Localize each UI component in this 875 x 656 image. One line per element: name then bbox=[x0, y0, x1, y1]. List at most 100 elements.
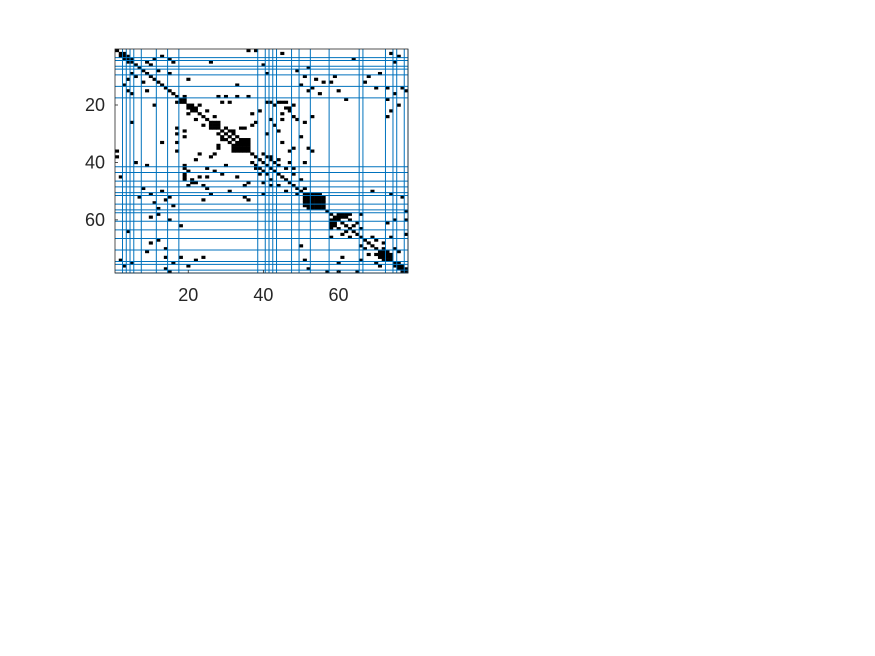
matrix-cell bbox=[235, 144, 239, 147]
y-tick-label: 60 bbox=[85, 210, 105, 230]
matrix-cell bbox=[231, 147, 235, 150]
matrix-cell bbox=[220, 135, 224, 138]
matrix-cell bbox=[250, 112, 254, 115]
matrix-cell bbox=[378, 256, 382, 259]
matrix-cell bbox=[292, 104, 296, 107]
matrix-cell bbox=[134, 161, 138, 164]
matrix-cell bbox=[186, 106, 190, 109]
matrix-cell bbox=[201, 124, 205, 127]
matrix-cell bbox=[318, 198, 322, 201]
y-tick-label: 40 bbox=[85, 152, 105, 172]
x-tick-label: 60 bbox=[328, 285, 348, 305]
matrix-cell bbox=[209, 127, 213, 130]
matrix-cell bbox=[277, 129, 281, 132]
matrix-cell bbox=[115, 155, 119, 158]
matrix-cell bbox=[385, 256, 389, 259]
matrix-cell bbox=[352, 224, 356, 227]
matrix-cell bbox=[171, 92, 175, 95]
matrix-cell bbox=[194, 106, 198, 109]
matrix-cell bbox=[216, 127, 220, 130]
matrix-cell bbox=[284, 101, 288, 104]
matrix-cell bbox=[231, 132, 235, 135]
matrix-cell bbox=[179, 224, 183, 227]
matrix-cell bbox=[299, 135, 303, 138]
matrix-cell bbox=[246, 138, 250, 141]
matrix-cell bbox=[280, 52, 284, 55]
matrix-cell bbox=[250, 124, 254, 127]
matrix-cell bbox=[231, 138, 235, 141]
matrix-cell bbox=[201, 198, 205, 201]
matrix-cell bbox=[280, 112, 284, 115]
matrix-cell bbox=[303, 198, 307, 201]
matrix-cell bbox=[385, 115, 389, 118]
matrix-cell bbox=[183, 101, 187, 104]
matrix-cell bbox=[213, 124, 217, 127]
matrix-cell bbox=[220, 101, 224, 104]
matrix-cell bbox=[228, 141, 232, 144]
matrix-cell bbox=[194, 158, 198, 161]
matrix-cell bbox=[329, 224, 333, 227]
matrix-cell bbox=[168, 89, 172, 92]
matrix-cell bbox=[198, 152, 202, 155]
matrix-cell bbox=[149, 241, 153, 244]
matrix-cell bbox=[333, 216, 337, 219]
matrix-cell bbox=[314, 198, 318, 201]
matrix-cell bbox=[235, 150, 239, 153]
matrix-cell bbox=[209, 121, 213, 124]
matrix-cell bbox=[213, 121, 217, 124]
matrix-cell bbox=[385, 253, 389, 256]
matrix-cell bbox=[246, 141, 250, 144]
matrix-cell bbox=[239, 138, 243, 141]
matrix-cell bbox=[156, 81, 160, 84]
matrix-cell bbox=[231, 150, 235, 153]
matrix-cell bbox=[318, 92, 322, 95]
matrix-cell bbox=[224, 132, 228, 135]
matrix-cell bbox=[310, 115, 314, 118]
matrix-cell bbox=[186, 112, 190, 115]
matrix-cell bbox=[235, 147, 239, 150]
matrix-cell bbox=[239, 147, 243, 150]
matrix-cell bbox=[246, 150, 250, 153]
matrix-cell bbox=[201, 115, 205, 118]
matrix-cell bbox=[231, 129, 235, 132]
matrix-cell bbox=[209, 155, 213, 158]
matrix-cell bbox=[246, 147, 250, 150]
matrix-cell bbox=[186, 78, 190, 81]
matrix-cell bbox=[190, 106, 194, 109]
matrix-cell bbox=[216, 121, 220, 124]
plot-area: 20 40 60 204060 bbox=[85, 49, 408, 305]
matrix-cell bbox=[322, 81, 326, 84]
matrix-cell bbox=[246, 198, 250, 201]
matrix-cell bbox=[243, 144, 247, 147]
matrix-cell bbox=[213, 152, 217, 155]
matrix-cell bbox=[280, 101, 284, 104]
matrix-cell bbox=[213, 127, 217, 130]
matrix-cell bbox=[333, 224, 337, 227]
matrix-cell bbox=[277, 101, 281, 104]
matrix-cell bbox=[337, 89, 341, 92]
matrix-cell bbox=[329, 81, 333, 84]
matrix-cell bbox=[220, 129, 224, 132]
matrix-cell bbox=[183, 129, 187, 132]
matrix-cell bbox=[344, 216, 348, 219]
matrix-cell bbox=[397, 104, 401, 107]
matrix-cell bbox=[243, 141, 247, 144]
matrix-cell bbox=[198, 104, 202, 107]
matrix-cell bbox=[314, 78, 318, 81]
matrix-cell bbox=[190, 109, 194, 112]
matrix-cell bbox=[228, 129, 232, 132]
matrix-cell bbox=[310, 150, 314, 153]
matrix-cell bbox=[280, 141, 284, 144]
matrix-cell bbox=[370, 244, 374, 247]
matrix-cell bbox=[216, 124, 220, 127]
matrix-cell bbox=[258, 109, 262, 112]
matrix-cell bbox=[201, 256, 205, 259]
matrix-cell bbox=[303, 161, 307, 164]
matrix-cell bbox=[246, 49, 250, 52]
matrix-cell bbox=[310, 198, 314, 201]
matrix-cell bbox=[149, 216, 153, 219]
matrix-cell bbox=[299, 244, 303, 247]
matrix-cell bbox=[337, 216, 341, 219]
y-tick-label: 20 bbox=[85, 95, 105, 115]
